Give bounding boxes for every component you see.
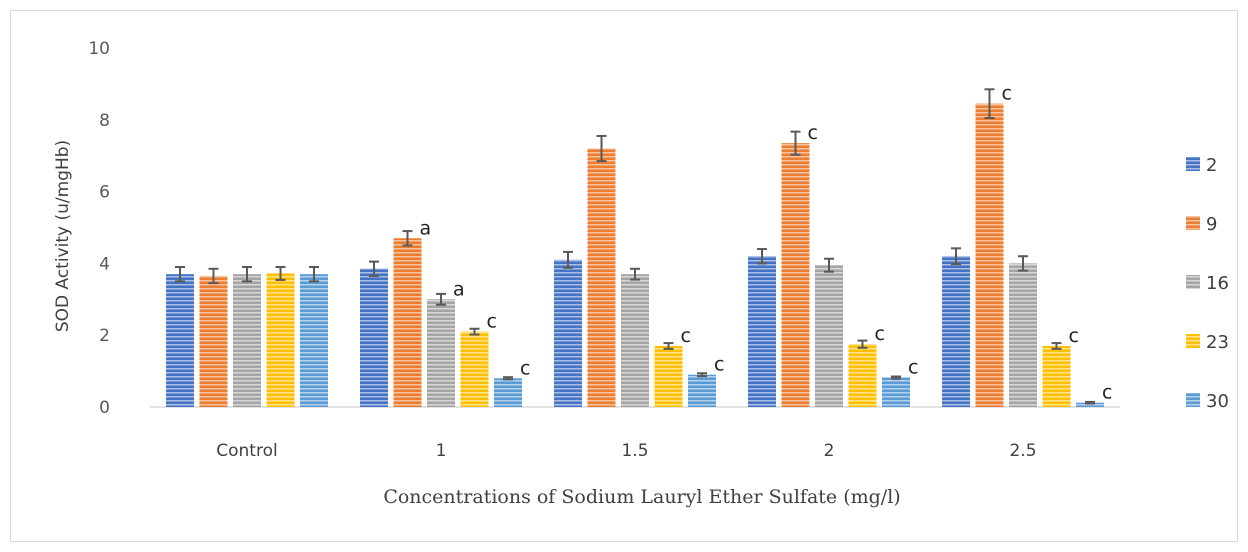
bar-stripe-overlay [848,344,877,407]
significance-label: c [1002,83,1012,105]
error-bar [857,339,868,349]
legend-label: 16 [1206,273,1229,294]
error-bar [369,260,379,277]
bar-stripe-overlay [621,274,649,407]
bar-stripe-overlay [815,265,843,407]
legend-swatch [1186,393,1200,407]
bar-stripe-overlay [554,259,582,407]
bar-stripe-overlay [199,275,228,407]
legend-label: 2 [1206,155,1217,176]
error-bar [275,265,286,281]
x-tick-label: 1 [436,441,447,461]
error-bar [630,267,640,281]
legend-label: 30 [1206,391,1229,412]
error-bar [663,342,674,350]
error-bar [790,130,801,156]
error-bar [596,134,607,163]
significance-label: a [420,217,432,239]
bar-stripe-overlay [427,299,455,407]
legend: 2 9 16 23 30 [1186,155,1229,412]
bar-stripe-overlay [688,374,716,407]
error-bar [757,248,767,265]
significance-label: c [1102,382,1112,404]
y-tick-label: 2 [99,326,110,346]
bar-stripe-overlay [233,274,261,407]
significance-label: c [908,357,918,379]
legend-swatch [1186,216,1200,230]
bar-stripe-overlay [748,256,776,407]
y-tick-label: 0 [99,398,110,418]
error-bar [1018,255,1028,272]
x-tick-label: Control [216,441,277,461]
bar-stripe-overlay [882,377,910,407]
significance-label: c [808,122,818,144]
error-bar [436,292,446,306]
bar-stripe-overlay [266,273,295,407]
x-tick-label: 1.5 [621,441,648,461]
y-tick-label: 4 [99,254,110,274]
error-bar [951,247,961,266]
x-tick-label: 2.5 [1009,441,1036,461]
y-tick-label: 10 [88,39,110,59]
legend-swatch [1186,334,1200,348]
y-axis-label: SOD Activity (u/mgHb) [53,140,73,332]
bar-stripe-overlay [1009,263,1037,407]
bar-stripe-overlay [654,345,683,407]
y-tick-label: 8 [99,111,110,131]
legend-swatch [1186,275,1200,289]
bar-stripe-overlay [1076,402,1104,407]
bar-stripe-overlay [360,268,388,407]
bar-stripe-overlay [300,274,328,407]
y-tick-label: 6 [99,183,110,203]
error-bar [563,250,573,269]
x-tick-label: 2 [824,441,835,461]
error-bar [208,267,219,285]
significance-label: c [875,323,885,345]
error-bar [984,88,995,120]
bar-stripe-overlay [494,378,522,407]
error-bar [891,375,901,380]
legend-swatch [1186,157,1200,171]
significance-label: c [520,357,530,379]
error-bar [469,327,480,336]
error-bar [503,376,513,381]
legend-label: 9 [1206,214,1217,235]
significance-label: a [453,278,465,300]
significance-label: c [681,325,691,347]
error-bar [824,257,834,273]
bar-stripe-overlay [975,103,1004,408]
bar-stripe-overlay [942,256,970,407]
bar-stripe-overlay [587,148,616,407]
error-bar [1085,400,1095,405]
legend-label: 23 [1206,332,1229,353]
error-bar [1051,342,1062,350]
bar-stripe-overlay [1042,345,1071,407]
error-bar [697,372,707,378]
error-bar [402,230,413,247]
significance-label: c [1069,325,1079,347]
error-bar [242,265,252,283]
significance-label: c [487,311,497,333]
bar-stripe-overlay [166,274,194,407]
bar-stripe-overlay [393,238,422,407]
bar-stripe-overlay [460,331,489,407]
x-axis-label: Concentrations of Sodium Lauryl Ether Su… [383,486,900,508]
error-bar [309,265,319,283]
significance-label: c [714,354,724,376]
bar-stripe-overlay [781,143,810,407]
error-bar [175,265,185,283]
